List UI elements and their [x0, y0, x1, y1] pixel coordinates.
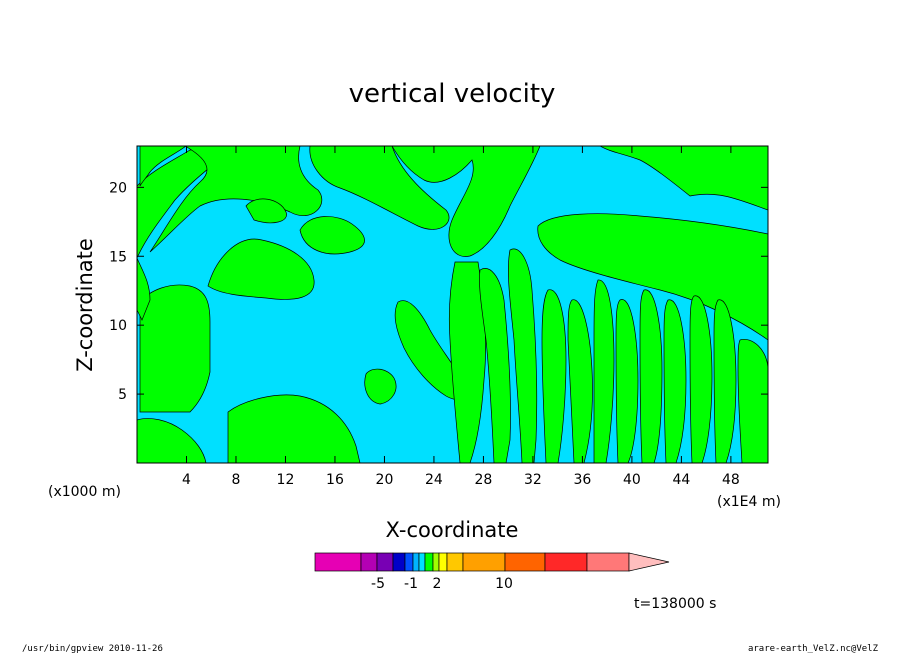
- positive-region-17: [593, 279, 615, 463]
- x-tick-label: 8: [232, 472, 241, 488]
- colorbar-arrow: [628, 552, 670, 572]
- y-tick-label: 5: [118, 387, 127, 403]
- x-tick-label: 20: [376, 472, 394, 488]
- positive-region-4: [309, 146, 450, 230]
- positive-region-5: [391, 146, 541, 257]
- colorbar-tick-labels: -5 -1 2 10: [371, 576, 513, 592]
- positive-region-24: [599, 146, 768, 211]
- colorbar-segment-8: [432, 552, 440, 572]
- colorbar-segment-2: [376, 552, 394, 572]
- colorbar-tick-label: -5: [371, 576, 385, 592]
- positive-region-22: [713, 299, 737, 463]
- x-tick-label: 36: [573, 472, 591, 488]
- colorbar-segment-14: [586, 552, 630, 572]
- plot-frame: [136, 145, 769, 464]
- colorbar-segment-12: [504, 552, 546, 572]
- positive-region-26: [137, 257, 151, 321]
- positive-region-14: [537, 213, 768, 341]
- positive-region-20: [663, 299, 687, 463]
- positive-region-13: [507, 248, 538, 463]
- time-label: t=138000 s: [634, 596, 716, 612]
- positive-region-2: [245, 198, 287, 224]
- x-axis-label: X-coordinate: [386, 518, 519, 542]
- x-tick-label: 48: [722, 472, 740, 488]
- y-axis-ticks: 5 10 15 20: [109, 180, 768, 403]
- x-axis-ticks: 4 8 12 16 20 24 28 32 36 40 44 48: [182, 146, 740, 488]
- colorbar-segment-3: [392, 552, 406, 572]
- positive-velocity-regions: [137, 146, 768, 463]
- x-tick-label: 12: [277, 472, 295, 488]
- positive-region-19: [639, 289, 663, 463]
- positive-region-21: [689, 295, 713, 463]
- positive-region-3: [299, 216, 365, 255]
- colorbar-segment-9: [438, 552, 448, 572]
- colorbar-tick-label: 10: [495, 576, 513, 592]
- colorbar-segment-6: [418, 552, 426, 572]
- y-tick-label: 10: [109, 318, 127, 334]
- positive-region-1: [149, 146, 323, 253]
- positive-region-6: [139, 284, 211, 413]
- colorbar-segment-11: [462, 552, 506, 572]
- x-tick-label: 44: [672, 472, 690, 488]
- x-tick-label: 32: [524, 472, 542, 488]
- x-tick-label: 16: [326, 472, 344, 488]
- positive-region-15: [541, 289, 567, 463]
- colorbar-segment-1: [360, 552, 378, 572]
- positive-region-18: [615, 299, 639, 463]
- x-tick-label: 24: [425, 472, 443, 488]
- colorbar-tick-label: -1: [404, 576, 418, 592]
- x-tick-label: 40: [623, 472, 641, 488]
- x-unit-left: (x1000 m): [48, 484, 121, 500]
- positive-region-16: [567, 299, 593, 463]
- colorbar-segment-10: [446, 552, 464, 572]
- positive-region-23: [737, 338, 768, 463]
- x-unit-right: (x1E4 m): [717, 494, 781, 510]
- colorbar-segment-13: [544, 552, 588, 572]
- y-tick-label: 15: [109, 249, 127, 265]
- positive-region-27: [137, 418, 207, 463]
- colorbar-segment-4: [404, 552, 414, 572]
- x-tick-label: 4: [182, 472, 191, 488]
- footer-right: arare-earth_VelZ.nc@VelZ: [748, 644, 879, 654]
- positive-region-10: [364, 368, 397, 405]
- chart-title: vertical velocity: [349, 79, 556, 109]
- y-axis-label: Z-coordinate: [73, 238, 97, 372]
- positive-region-7: [207, 238, 315, 300]
- colorbar-tick-label: 2: [433, 576, 442, 592]
- positive-region-12: [479, 268, 511, 463]
- colorbar-segment-0: [314, 552, 362, 572]
- colorbar: [314, 552, 670, 572]
- colorbar-segment-5: [412, 552, 420, 572]
- colorbar-segment-7: [424, 552, 434, 572]
- footer-left: /usr/bin/gpview 2010-11-26: [22, 644, 163, 654]
- positive-region-8: [227, 394, 361, 463]
- positive-region-25: [139, 146, 187, 187]
- x-tick-label: 28: [475, 472, 493, 488]
- y-tick-label: 20: [109, 180, 127, 196]
